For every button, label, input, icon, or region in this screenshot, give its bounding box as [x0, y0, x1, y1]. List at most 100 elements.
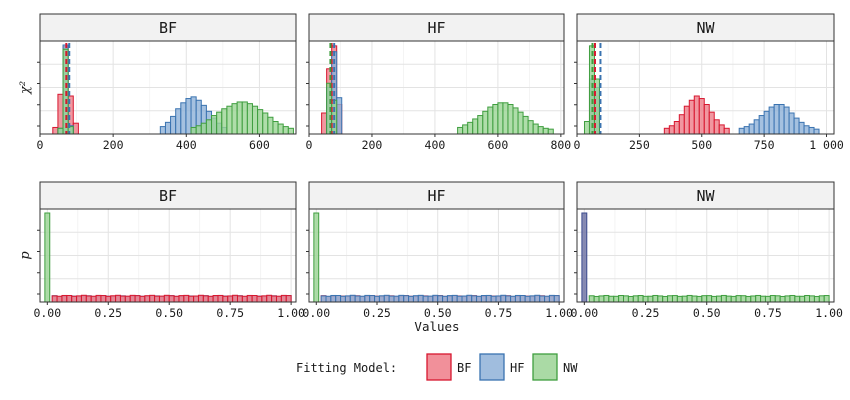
- x-tick-label: 400: [425, 138, 446, 152]
- bar-nw: [706, 295, 713, 303]
- bar-nw: [487, 106, 494, 135]
- panel-p-NW: NW 0.00 0.25 0.50 0.75 1.00: [570, 181, 843, 320]
- bar-bf: [110, 295, 117, 303]
- bar-nw: [462, 124, 469, 135]
- bar-hf: [442, 295, 448, 303]
- bar-nw: [662, 295, 669, 303]
- bar-nw: [272, 121, 279, 135]
- bar-nw: [598, 295, 605, 303]
- bar-nw: [696, 295, 703, 303]
- bar-hf: [768, 106, 775, 135]
- bar-bf: [236, 295, 243, 303]
- bar-nw: [216, 111, 223, 135]
- bar-nw: [603, 294, 610, 303]
- bar-nw: [44, 212, 51, 303]
- bar-hf: [544, 295, 550, 303]
- bar-bf: [256, 295, 263, 303]
- bar-nw: [195, 125, 202, 135]
- bar-nw: [769, 295, 776, 303]
- bar-bf: [251, 295, 258, 303]
- bar-nw: [467, 121, 474, 135]
- bar-hf: [529, 295, 536, 303]
- bar-hf: [427, 295, 434, 303]
- bar-hf: [330, 294, 337, 303]
- bar-nw: [725, 295, 732, 303]
- strip-label: BF: [159, 19, 177, 37]
- bar-bf: [698, 98, 705, 135]
- bar-nw: [686, 294, 693, 303]
- bar-nw: [267, 116, 274, 135]
- bar-bf: [149, 294, 156, 303]
- x-tick-label: 800: [550, 138, 571, 152]
- bar-hf: [466, 294, 473, 303]
- legend-label-bf: BF: [457, 361, 471, 375]
- bar-nw: [542, 127, 549, 135]
- x-tick-label: 0: [574, 138, 581, 152]
- bar-nw: [477, 115, 484, 135]
- bar-nw: [755, 294, 762, 303]
- bar-nw: [527, 120, 534, 135]
- bar-bf: [85, 295, 92, 303]
- x-tick-label: 0.50: [155, 306, 183, 320]
- legend-label-nw: NW: [563, 361, 578, 375]
- bar-nw: [647, 295, 654, 303]
- bar-nw: [583, 121, 590, 135]
- bar-hf: [514, 294, 521, 303]
- bar-nw: [779, 295, 786, 303]
- x-axis: 0.00 0.25 0.50 0.75 1.00: [33, 302, 305, 320]
- x-tick-label: 500: [691, 138, 712, 152]
- x-tick-label: 1.00: [545, 306, 573, 320]
- bar-bf: [61, 294, 68, 303]
- bar-nw: [221, 108, 228, 135]
- bar-hf: [495, 295, 502, 303]
- bar-hf: [803, 125, 810, 135]
- bar-nw: [774, 295, 781, 303]
- bars: [313, 212, 560, 303]
- bar-hf: [451, 294, 458, 303]
- bar-nw: [492, 104, 499, 135]
- bar-nw: [667, 295, 673, 303]
- x-tick-label: 1.00: [815, 306, 843, 320]
- x-tick-label: 0.75: [216, 306, 244, 320]
- bar-nw: [532, 123, 539, 135]
- bar-bf: [275, 295, 282, 303]
- bar-nw: [241, 101, 248, 135]
- bar-nw: [632, 295, 639, 303]
- bar-bf+hf: [581, 212, 588, 303]
- bar-bf: [688, 99, 695, 135]
- strip-label: HF: [427, 187, 445, 205]
- x-tick-label: 0.00: [302, 306, 330, 320]
- gridlines: [309, 209, 564, 302]
- bar-nw: [764, 295, 771, 303]
- bar-hf: [753, 119, 760, 135]
- bar-hf: [175, 108, 182, 135]
- bar-hf: [778, 104, 785, 135]
- bar-hf: [180, 102, 187, 135]
- bar-hf: [793, 117, 800, 135]
- bar-nw: [472, 118, 479, 135]
- bar-nw: [57, 127, 64, 135]
- x-tick-label: 200: [362, 138, 383, 152]
- bar-bf: [280, 294, 287, 303]
- bar-bf: [285, 295, 292, 303]
- bar-nw: [257, 109, 264, 135]
- bar-hf: [422, 295, 429, 303]
- bar-hf: [738, 127, 745, 135]
- bar-bf: [678, 114, 685, 135]
- bar-hf: [336, 97, 343, 135]
- x-tick-label: 0.50: [424, 306, 452, 320]
- bar-nw: [277, 123, 284, 135]
- x-axis: 0 250 500 750 1 000: [574, 134, 844, 152]
- bar-nw: [813, 295, 820, 303]
- bar-nw: [608, 295, 615, 303]
- bar-hf: [748, 123, 755, 135]
- bar-hf: [185, 98, 192, 135]
- bar-hf: [763, 110, 770, 135]
- bar-nw: [482, 110, 489, 135]
- legend-title: Fitting Model:: [296, 361, 397, 375]
- bar-bf: [72, 122, 79, 135]
- bar-nw: [246, 103, 253, 135]
- bar-bf: [129, 294, 136, 303]
- bar-nw: [457, 126, 464, 135]
